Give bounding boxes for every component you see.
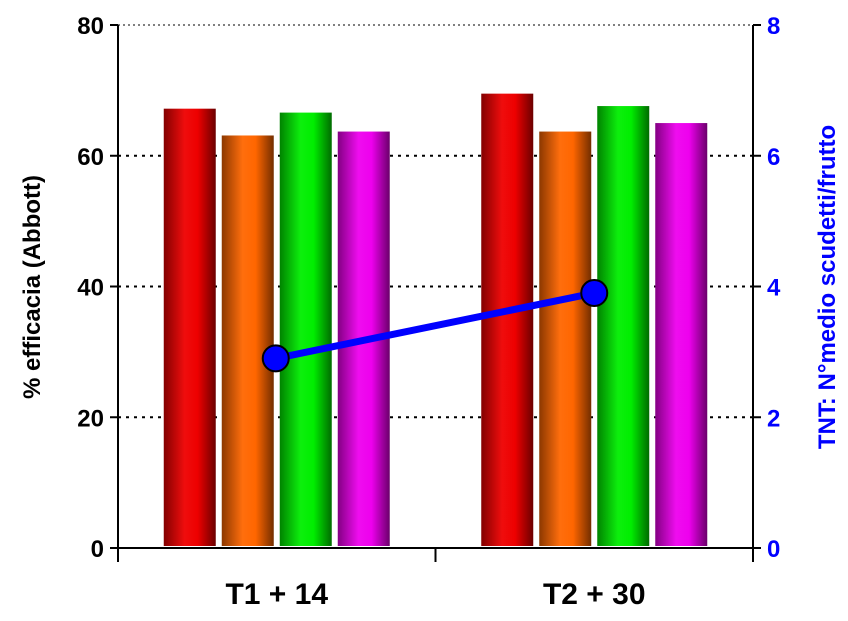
line-point: [261, 344, 290, 373]
bars: [163, 93, 708, 547]
y2-tick-label: 2: [767, 405, 780, 432]
bar: [279, 112, 332, 546]
line-point: [580, 279, 609, 308]
y2-tick-label: 0: [767, 536, 780, 563]
series-line: [275, 289, 595, 362]
ticks: [110, 24, 761, 562]
y-tick-label: 40: [77, 275, 104, 302]
y-tick-label: 20: [77, 405, 104, 432]
y2-tick-label: 6: [767, 144, 780, 171]
y-axis-title: % efficacia (Abbott): [19, 175, 46, 399]
y-tick-label: 60: [77, 144, 104, 171]
bar: [539, 131, 592, 546]
y2-tick-label: 8: [767, 13, 780, 40]
y2-axis-title: TNT: N°medio scudetti/frutto: [814, 125, 841, 449]
y-tick-label: 80: [77, 13, 104, 40]
category-label: T1 + 14: [225, 578, 328, 611]
bar: [655, 123, 708, 546]
bar: [163, 108, 216, 547]
bar: [221, 135, 274, 546]
bar: [481, 93, 534, 547]
y-tick-label: 0: [91, 536, 104, 563]
bar: [597, 106, 650, 546]
y2-tick-label: 4: [767, 275, 781, 302]
line-series: [261, 279, 609, 373]
labels: 0 0 20 2 40 4 60 6 80 8 T1 + 14 T2 + 30: [77, 13, 781, 611]
category-label: T2 + 30: [543, 578, 646, 611]
